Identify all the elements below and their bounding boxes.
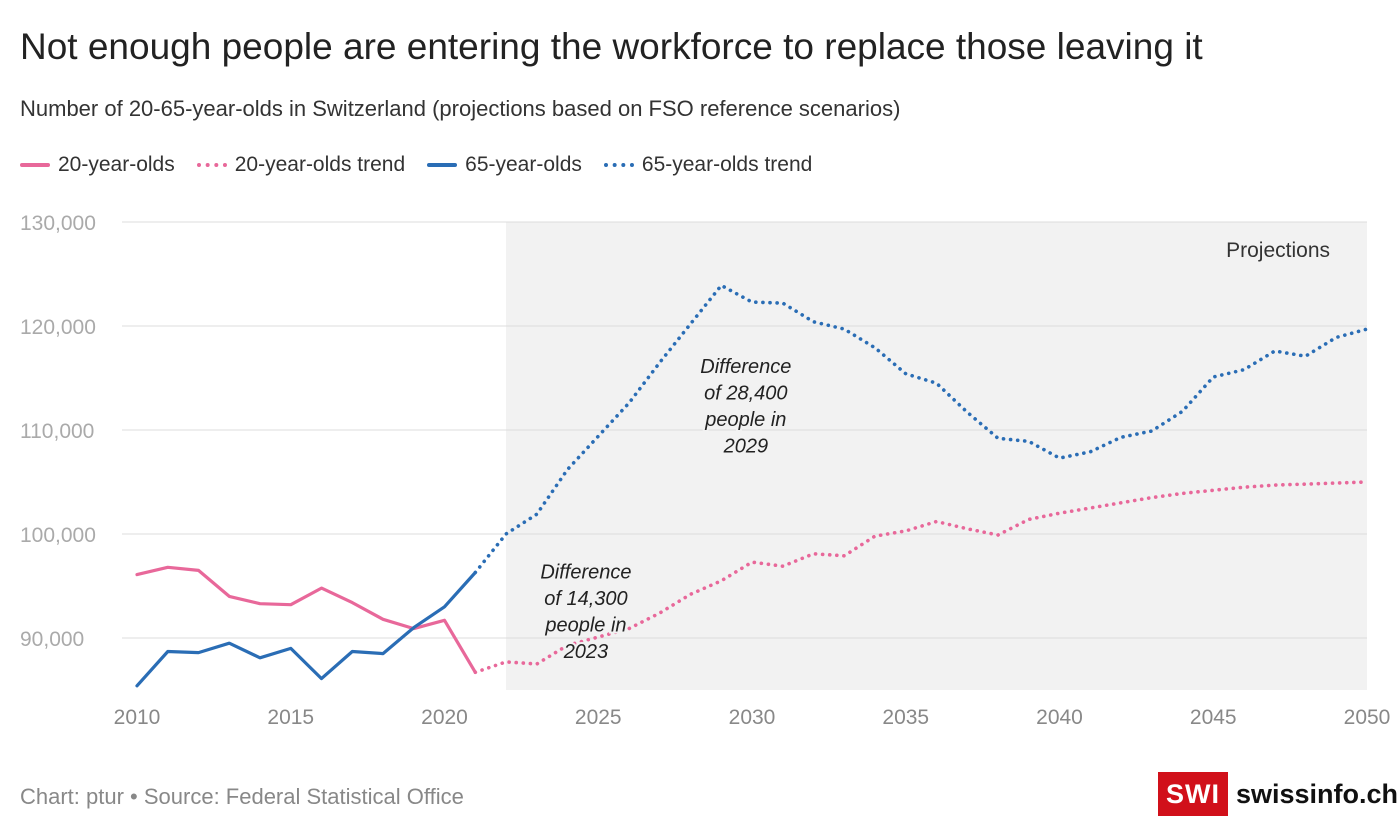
legend-item-20-year-olds-trend: 20-year-olds trend	[196, 153, 406, 177]
projection-label: Projections	[1226, 239, 1330, 262]
x-tick-label: 2030	[729, 706, 776, 729]
annotation-2-line: people in	[704, 409, 786, 431]
y-tick-label: 130,000	[20, 212, 96, 235]
legend-swatch-20-year-olds-trend	[196, 163, 227, 167]
source-note: Chart: ptur • Source: Federal Statistica…	[20, 784, 464, 809]
legend: 20-year-olds 20-year-olds trend 65-year-…	[20, 153, 834, 177]
projection-region	[506, 222, 1367, 690]
y-tick-label: 100,000	[20, 524, 96, 547]
x-tick-label: 2035	[882, 706, 929, 729]
legend-swatch-20-year-olds	[20, 163, 50, 167]
logo-text: swissinfo.ch	[1236, 778, 1399, 809]
x-tick-label: 2025	[575, 706, 622, 729]
y-tick-label: 110,000	[20, 420, 94, 443]
logo-swi-box: SWI	[1158, 772, 1228, 816]
chart-subtitle: Number of 20-65-year-olds in Switzerland…	[20, 96, 901, 121]
chart-title: Not enough people are entering the workf…	[20, 26, 1203, 67]
legend-item-65-year-olds-trend: 65-year-olds trend	[603, 153, 813, 177]
series-line-20-year-olds	[135, 565, 477, 674]
legend-item-65-year-olds: 65-year-olds	[427, 153, 582, 177]
series-line-65-year-olds	[135, 570, 477, 688]
legend-label: 20-year-olds trend	[234, 153, 406, 176]
annotation-2-line: Difference	[700, 356, 791, 378]
annotation-2-line: of 28,400	[704, 382, 787, 404]
legend-label: 65-year-olds	[465, 153, 582, 176]
legend-swatch-65-year-olds-trend	[603, 163, 634, 167]
annotation-1-line: 2023	[563, 641, 609, 663]
swissinfo-logo: SWI swissinfo.ch	[1158, 772, 1398, 816]
x-tick-label: 2020	[421, 706, 468, 729]
annotation-1-line: Difference	[540, 562, 631, 584]
annotation-2-line: 2029	[723, 435, 769, 457]
x-tick-label: 2010	[114, 706, 161, 729]
series-line-20-year-olds-trend	[473, 480, 1369, 675]
legend-label: 20-year-olds	[58, 153, 175, 176]
x-tick-label: 2015	[267, 706, 314, 729]
y-tick-label: 90,000	[20, 628, 84, 651]
annotation-1-line: of 14,300	[544, 588, 627, 610]
y-tick-label: 120,000	[20, 316, 96, 339]
legend-swatch-65-year-olds	[427, 163, 458, 167]
legend-item-20-year-olds: 20-year-olds	[20, 153, 175, 177]
legend-label: 65-year-olds trend	[641, 153, 813, 176]
x-tick-label: 2045	[1190, 706, 1237, 729]
annotation-1-line: people in	[544, 615, 626, 637]
x-tick-label: 2050	[1344, 706, 1391, 729]
x-tick-label: 2040	[1036, 706, 1083, 729]
